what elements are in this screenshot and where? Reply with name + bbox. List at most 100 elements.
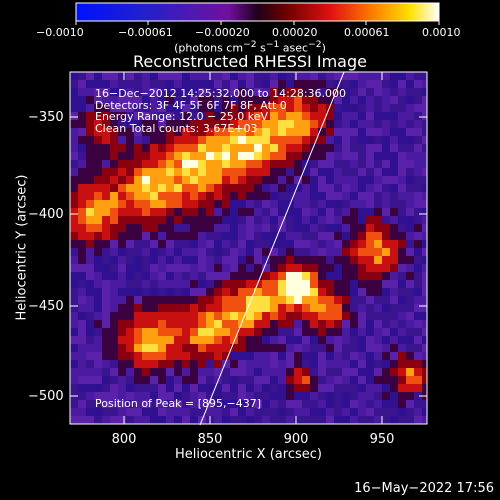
- heatmap-cell: [254, 96, 262, 104]
- heatmap-cell: [70, 72, 78, 80]
- heatmap-cell: [206, 272, 214, 280]
- heatmap-cell: [318, 272, 326, 280]
- heatmap-cell: [238, 184, 246, 192]
- heatmap-cell: [110, 136, 118, 144]
- heatmap-cell: [318, 392, 326, 400]
- heatmap-cell: [150, 256, 158, 264]
- heatmap-cell: [134, 136, 142, 144]
- heatmap-cell: [358, 128, 366, 136]
- heatmap-cell: [342, 176, 350, 184]
- heatmap-cell: [350, 80, 358, 88]
- heatmap-cell: [302, 240, 310, 248]
- heatmap-cell: [110, 296, 118, 304]
- heatmap-cell: [142, 80, 150, 88]
- heatmap-cell: [222, 288, 230, 296]
- heatmap-cell: [302, 232, 310, 240]
- heatmap-cell: [406, 376, 414, 384]
- heatmap-cell: [270, 112, 278, 120]
- heatmap-cell: [262, 384, 270, 392]
- heatmap-cell: [318, 296, 326, 304]
- heatmap-cell: [406, 384, 414, 392]
- heatmap-cell: [422, 232, 427, 240]
- heatmap-cell: [214, 296, 222, 304]
- heatmap-cell: [294, 200, 302, 208]
- heatmap-cell: [70, 400, 78, 408]
- heatmap-cell: [390, 208, 398, 216]
- heatmap-cell: [166, 368, 174, 376]
- heatmap-cell: [334, 296, 342, 304]
- heatmap-cell: [310, 184, 318, 192]
- heatmap-cell: [230, 224, 238, 232]
- heatmap-cell: [94, 376, 102, 384]
- heatmap-cell: [142, 272, 150, 280]
- heatmap-cell: [286, 328, 294, 336]
- heatmap-cell: [230, 192, 238, 200]
- heatmap-cell: [174, 144, 182, 152]
- heatmap-cell: [278, 304, 286, 312]
- heatmap-cell: [150, 136, 158, 144]
- heatmap-cell: [390, 344, 398, 352]
- heatmap-cell: [230, 112, 238, 120]
- heatmap-cell: [326, 112, 334, 120]
- heatmap-cell: [254, 112, 262, 120]
- heatmap-cell: [390, 144, 398, 152]
- heatmap-cell: [406, 368, 414, 376]
- heatmap-cell: [214, 352, 222, 360]
- heatmap-cell: [390, 80, 398, 88]
- heatmap-cell: [86, 80, 94, 88]
- heatmap-cell: [318, 304, 326, 312]
- heatmap-cell: [70, 136, 78, 144]
- heatmap-cell: [286, 168, 294, 176]
- heatmap-cell: [230, 352, 238, 360]
- heatmap-cell: [366, 312, 374, 320]
- heatmap-cell: [238, 336, 246, 344]
- heatmap-cell: [350, 232, 358, 240]
- heatmap-cell: [142, 280, 150, 288]
- heatmap-cell: [286, 368, 294, 376]
- heatmap-cell: [318, 112, 326, 120]
- heatmap-cell: [342, 160, 350, 168]
- heatmap-cell: [286, 400, 294, 408]
- heatmap-cell: [414, 224, 422, 232]
- heatmap-cell: [270, 200, 278, 208]
- heatmap-cell: [398, 72, 406, 80]
- heatmap-cell: [86, 128, 94, 136]
- heatmap-cell: [358, 72, 366, 80]
- heatmap-cell: [334, 304, 342, 312]
- heatmap-cell: [190, 384, 198, 392]
- heatmap-cell: [334, 336, 342, 344]
- heatmap-cell: [294, 392, 302, 400]
- heatmap-cell: [270, 144, 278, 152]
- heatmap-cell: [190, 352, 198, 360]
- heatmap-cell: [270, 304, 278, 312]
- heatmap-cell: [398, 184, 406, 192]
- heatmap-cell: [414, 296, 422, 304]
- heatmap-cell: [398, 384, 406, 392]
- heatmap-cell: [278, 152, 286, 160]
- heatmap-cell: [86, 72, 94, 80]
- heatmap-cell: [350, 392, 358, 400]
- heatmap-cell: [262, 184, 270, 192]
- heatmap-cell: [390, 312, 398, 320]
- heatmap-cell: [134, 344, 142, 352]
- heatmap-cell: [342, 264, 350, 272]
- heatmap-cell: [86, 120, 94, 128]
- heatmap-cell: [270, 408, 278, 416]
- heatmap-cell: [254, 144, 262, 152]
- heatmap-cell: [166, 112, 174, 120]
- heatmap-cell: [294, 144, 302, 152]
- heatmap-cell: [206, 248, 214, 256]
- heatmap-cell: [318, 80, 326, 88]
- heatmap-cell: [334, 288, 342, 296]
- heatmap-cell: [414, 344, 422, 352]
- heatmap-cell: [94, 160, 102, 168]
- heatmap-cell: [118, 88, 126, 96]
- heatmap-cell: [294, 368, 302, 376]
- heatmap-cell: [206, 376, 214, 384]
- heatmap-cell: [382, 104, 390, 112]
- heatmap-cell: [94, 136, 102, 144]
- heatmap-cell: [206, 352, 214, 360]
- heatmap-cell: [382, 160, 390, 168]
- heatmap-cell: [374, 104, 382, 112]
- heatmap-cell: [302, 128, 310, 136]
